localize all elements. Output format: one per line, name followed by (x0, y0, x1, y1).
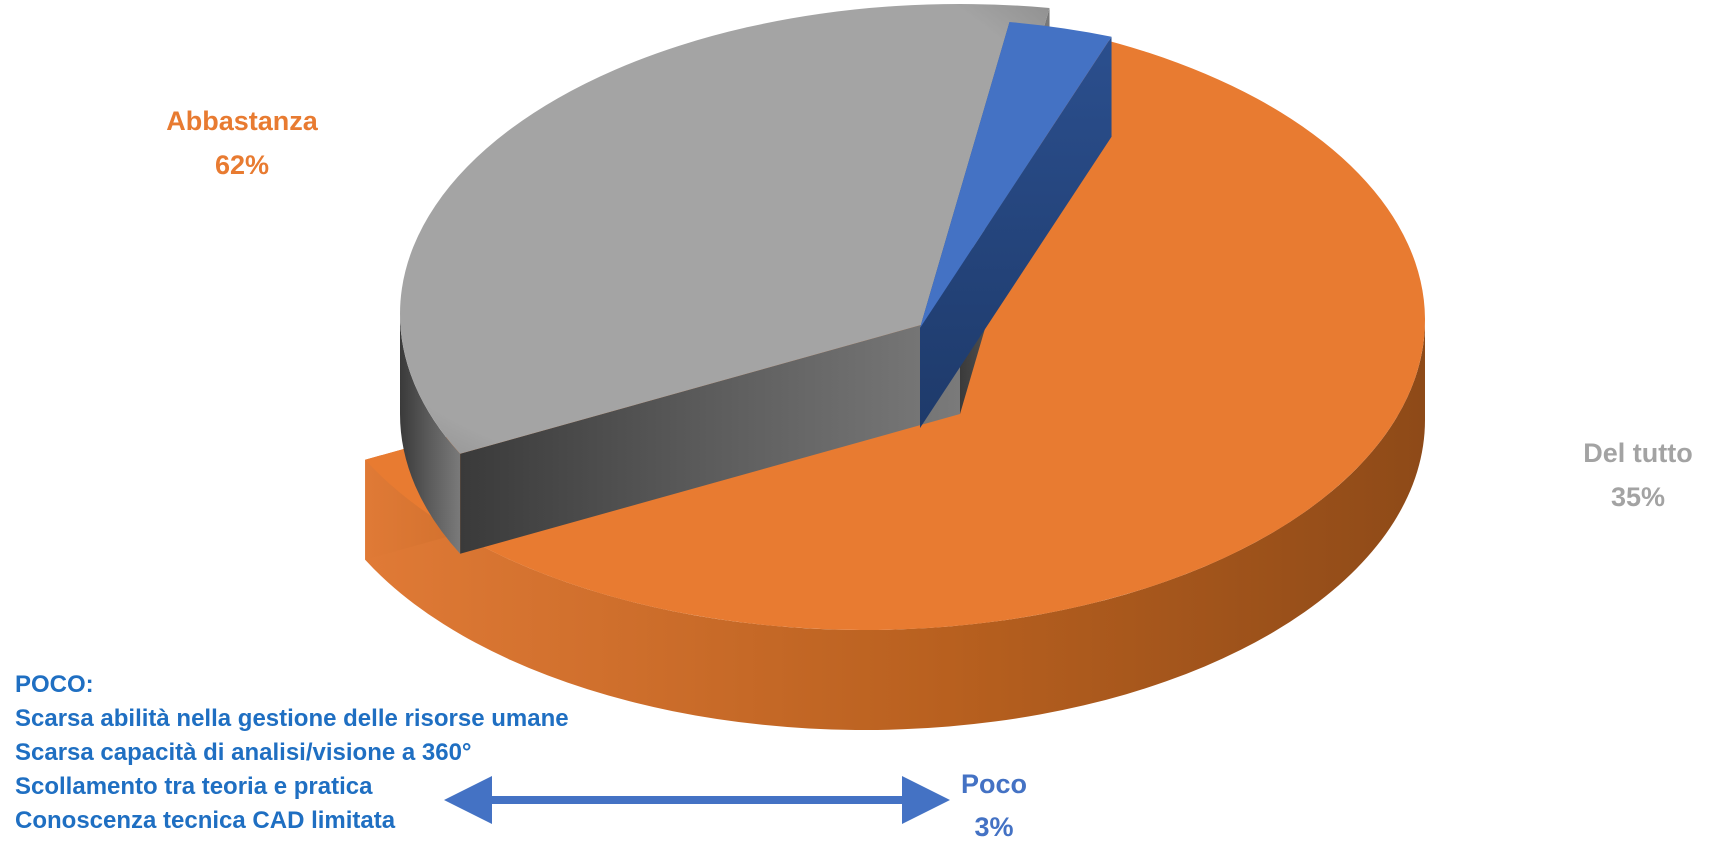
notes-item: Conoscenza tecnica CAD limitata (15, 807, 396, 834)
slice-label-del-tutto: Del tutto (1583, 438, 1692, 468)
notes-item: Scarsa capacità di analisi/visione a 360… (15, 739, 472, 766)
slice-wall-poco (920, 36, 1112, 429)
slice-top-del-tutto (400, 3, 1050, 454)
slice-rim-abbastanza (365, 320, 1425, 731)
poco-notes: POCO: Scarsa abilità nella gestione dell… (15, 668, 569, 838)
slice-rim-del-tutto (400, 314, 461, 554)
slice-top-poco (920, 21, 1112, 328)
slice-label-poco: Poco (961, 769, 1027, 799)
slice-value-del-tutto: 35% (1611, 482, 1665, 512)
notes-heading: POCO: (15, 671, 94, 698)
slice-value-poco: 3% (974, 812, 1013, 842)
pie-slice-poco (920, 21, 1112, 429)
slice-wall-del-tutto (460, 314, 960, 554)
notes-item: Scollamento tra teoria e pratica (15, 773, 373, 800)
slice-label-abbastanza: Abbastanza (166, 106, 319, 136)
slice-value-abbastanza: 62% (215, 150, 269, 180)
notes-item: Scarsa abilità nella gestione delle riso… (15, 705, 569, 732)
